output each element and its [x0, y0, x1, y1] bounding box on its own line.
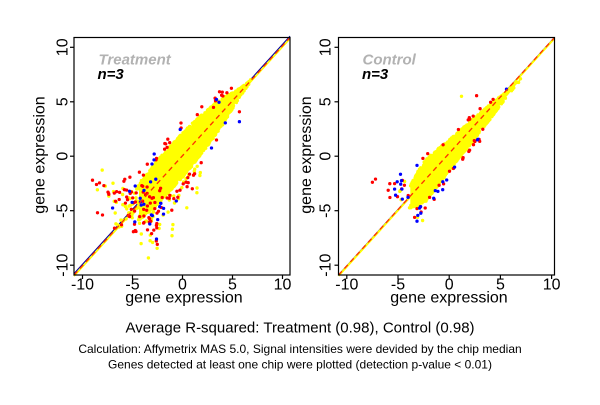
- svg-text:0: 0: [178, 277, 187, 294]
- svg-text:gene expression: gene expression: [298, 96, 315, 213]
- svg-text:gene expression: gene expression: [125, 289, 242, 306]
- svg-text:Treatment: Treatment: [99, 52, 172, 69]
- svg-text:-10: -10: [335, 277, 358, 294]
- svg-text:0: 0: [445, 277, 454, 294]
- svg-text:10: 10: [318, 38, 335, 56]
- svg-text:Calculation: Affymetrix MAS 5.: Calculation: Affymetrix MAS 5.0, Signal …: [78, 342, 521, 356]
- svg-text:-10: -10: [71, 277, 94, 294]
- svg-text:n=3: n=3: [362, 66, 389, 83]
- svg-text:n=3: n=3: [98, 66, 125, 83]
- svg-text:-10: -10: [55, 254, 72, 277]
- svg-text:-5: -5: [318, 203, 335, 217]
- svg-text:Average R-squared: Treatment (: Average R-squared: Treatment (0.98), Con…: [125, 320, 474, 337]
- svg-text:-5: -5: [55, 203, 72, 217]
- svg-text:-10: -10: [318, 254, 335, 277]
- svg-text:10: 10: [274, 277, 292, 294]
- svg-text:5: 5: [55, 97, 72, 106]
- svg-text:5: 5: [318, 97, 335, 106]
- svg-text:10: 10: [55, 38, 72, 56]
- svg-text:-5: -5: [391, 277, 405, 294]
- svg-text:0: 0: [55, 152, 72, 161]
- svg-text:-5: -5: [125, 277, 139, 294]
- svg-text:0: 0: [318, 152, 335, 161]
- svg-text:Genes detected at least one ch: Genes detected at least one chip were pl…: [108, 358, 492, 372]
- svg-text:Control: Control: [363, 52, 417, 69]
- svg-text:gene expression: gene expression: [390, 289, 507, 306]
- svg-text:5: 5: [496, 277, 505, 294]
- svg-text:gene expression: gene expression: [32, 96, 49, 213]
- svg-text:10: 10: [543, 277, 561, 294]
- svg-text:5: 5: [228, 277, 237, 294]
